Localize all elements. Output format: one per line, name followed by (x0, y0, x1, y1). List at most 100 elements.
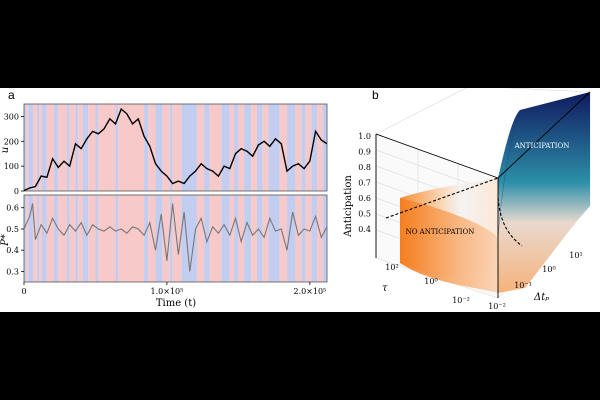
blue-band (75, 195, 79, 282)
red-band (26, 104, 29, 191)
red-band (172, 104, 182, 191)
red-band (229, 195, 235, 282)
p-star-ytick-tick-label: 0.6 (6, 204, 19, 213)
red-band (98, 104, 116, 191)
blue-band (204, 195, 210, 282)
top-plot-bands (24, 104, 327, 191)
z-tick-label: 0.7 (358, 179, 371, 188)
u-ytick-tick-label: 0 (14, 187, 19, 196)
blue-band (28, 195, 34, 282)
top-plot-ylabel: u (0, 147, 11, 153)
figure-svg: a 0 100 200 300 0.3 0.4 0.5 0.6 0 1.0×10⁵ 2.0×10… (0, 85, 591, 311)
blue-band (155, 104, 163, 191)
red-band (58, 195, 67, 282)
blue-band (66, 195, 70, 282)
red-band (39, 195, 42, 282)
red-band (305, 195, 312, 282)
red-band (78, 195, 83, 282)
delta-t-tick-label: 10⁰ (542, 265, 555, 274)
z-tick-label: 0.5 (358, 210, 371, 219)
blue-band (311, 195, 317, 282)
x-tick-label: 0 (21, 287, 26, 296)
delta-t-axis-label: Δtₚ (533, 292, 549, 303)
blue-band (301, 195, 306, 282)
blue-band (82, 195, 89, 282)
bottom-plot-ylabel: P* (0, 234, 11, 247)
blue-band (286, 195, 296, 282)
blue-band (144, 195, 149, 282)
blue-band (311, 104, 317, 191)
tau-tick-label: 10⁻² (452, 296, 470, 305)
red-band (295, 104, 302, 191)
blue-band (234, 195, 239, 282)
blue-band (181, 195, 197, 282)
bottom-plot-series (24, 203, 327, 272)
red-band (238, 104, 245, 191)
z-tick-label: 0.4 (358, 225, 371, 234)
anticipation-surface (400, 92, 590, 293)
p-star-ytick-tick-label: 0.5 (6, 225, 19, 234)
red-band (295, 195, 302, 282)
red-band (39, 104, 42, 191)
red-band (279, 104, 287, 191)
blue-band (322, 195, 327, 282)
red-band (98, 195, 116, 282)
blue-band (244, 104, 252, 191)
blue-band (95, 195, 99, 282)
x-ticks: 0 1.0×10⁵ 2.0×10⁵ (21, 282, 326, 296)
z-ticks: 0.4 0.5 0.6 0.7 0.8 0.9 1.0 (358, 132, 371, 234)
red-band (305, 104, 312, 191)
x-tick-label: 2.0×10⁵ (293, 287, 326, 296)
z-tick-label: 0.8 (358, 163, 371, 172)
bottom-plot-frame (23, 194, 328, 283)
blue-band (144, 104, 149, 191)
blue-band (221, 104, 230, 191)
tau-tick-label: 10⁰ (424, 277, 437, 286)
p-star-series-line (24, 203, 327, 272)
blue-band (256, 104, 263, 191)
red-band (118, 104, 145, 191)
blue-band (36, 104, 40, 191)
red-band (209, 104, 222, 191)
red-band (88, 195, 96, 282)
red-band (238, 195, 245, 282)
red-band (148, 104, 156, 191)
blue-band (41, 195, 47, 282)
red-band (251, 104, 257, 191)
blue-band (54, 195, 59, 282)
p-star-ytick-tick-label: 0.4 (6, 246, 19, 255)
p-star-ytick-tick-label: 0.3 (6, 267, 19, 276)
red-band (262, 195, 269, 282)
blue-band (322, 104, 327, 191)
red-band (69, 104, 76, 191)
red-band (229, 104, 235, 191)
blue-band (221, 195, 230, 282)
blue-band (115, 104, 119, 191)
3d-box-edges (375, 91, 591, 298)
z-tick-label: 0.6 (358, 194, 371, 203)
red-band (69, 195, 76, 282)
x-axis-label: Time (t) (156, 298, 196, 309)
z-axis-label: Anticipation (343, 175, 354, 238)
red-band (148, 195, 156, 282)
blue-band (268, 195, 280, 282)
top-plot-frame (23, 103, 328, 192)
blue-band (244, 195, 252, 282)
bottom-plot-bands (24, 195, 327, 282)
annotation-no-anticipation: NO ANTICIPATION (406, 228, 475, 236)
z-tick-label: 1.0 (358, 132, 371, 141)
panel-b-label: b (372, 88, 379, 102)
red-band (118, 195, 145, 282)
u-ytick-tick-label: 300 (4, 112, 19, 121)
red-band (196, 104, 205, 191)
blue-band (54, 104, 59, 191)
blue-band (24, 195, 27, 282)
tau-axis-label: τ (382, 283, 388, 294)
blue-band (204, 104, 210, 191)
x-tick-label: 1.0×10⁵ (151, 287, 184, 296)
delta-t-tick-label: 10¹ (569, 251, 582, 260)
blue-band (169, 195, 173, 282)
blue-band (181, 104, 197, 191)
blue-band (66, 104, 70, 191)
